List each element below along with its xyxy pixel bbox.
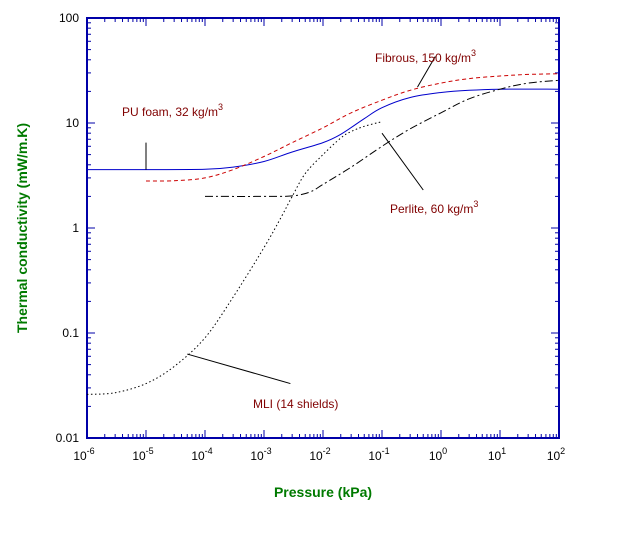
annotation-label-mli: MLI (14 shields) xyxy=(253,397,338,411)
y-axis-title: Thermal conductivity (mW/m.K) xyxy=(14,123,30,333)
series-line-perlite xyxy=(204,79,560,197)
x-tick-label: 10-1 xyxy=(368,446,389,463)
series-layer xyxy=(86,73,560,395)
annotation-label-fibrous: Fibrous, 150 kg/m3 xyxy=(375,48,476,65)
x-tick-label: 10-3 xyxy=(250,446,271,463)
series-line-pu_foam xyxy=(86,88,560,171)
y-axis-tick-labels: 100 10 1 0.1 0.01 xyxy=(56,11,80,445)
y-tick-label: 100 xyxy=(59,11,79,25)
x-tick-label: 10-2 xyxy=(309,446,330,463)
annotation-leader-perlite xyxy=(381,132,424,191)
x-tick-label: 102 xyxy=(547,446,565,463)
x-tick-label: 10-6 xyxy=(73,446,94,463)
y-axis-ticks xyxy=(87,22,559,439)
annotation-label-perlite: Perlite, 60 kg/m3 xyxy=(390,199,478,216)
y-tick-label: 0.1 xyxy=(62,326,79,340)
y-tick-label: 10 xyxy=(66,116,80,130)
x-tick-label: 10-5 xyxy=(132,446,153,463)
x-axis-ticks xyxy=(86,18,557,438)
y-tick-label: 1 xyxy=(72,221,79,235)
annotation-leader-mli xyxy=(187,353,291,385)
annotation-layer: PU foam, 32 kg/m3 Fibrous, 150 kg/m3 Perli… xyxy=(122,48,478,411)
series-line-mli xyxy=(86,121,383,395)
x-tick-label: 101 xyxy=(488,446,506,463)
series-line-fibrous xyxy=(145,73,560,182)
plot-frame xyxy=(86,17,560,439)
y-tick-label: 0.01 xyxy=(56,431,80,445)
x-tick-label: 100 xyxy=(429,446,447,463)
annotation-leader-fibrous xyxy=(417,56,436,88)
x-axis-tick-labels: 10-6 10-5 10-4 10-3 10-2 10-1 100 101 102 xyxy=(73,446,565,463)
x-axis-title: Pressure (kPa) xyxy=(274,484,372,500)
annotation-label-pu_foam: PU foam, 32 kg/m3 xyxy=(122,102,223,119)
x-tick-label: 10-4 xyxy=(191,446,212,463)
